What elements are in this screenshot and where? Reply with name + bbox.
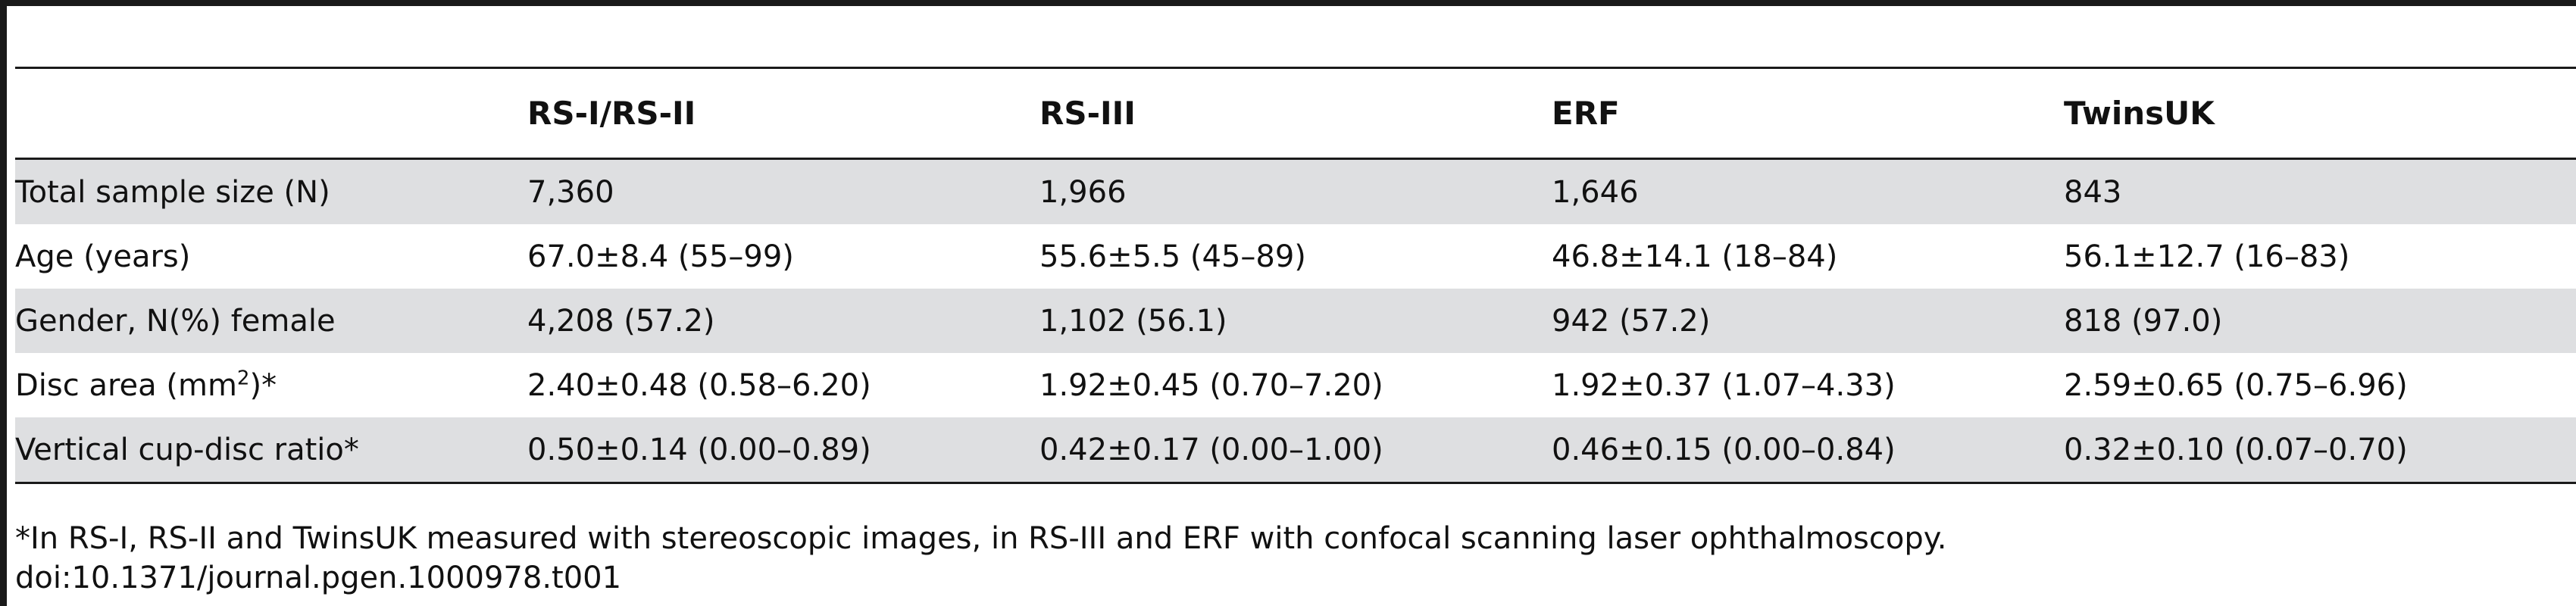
table-cell: 2.40±0.48 (0.58–6.20) <box>527 367 871 403</box>
header-cell-erf: ERF <box>1552 95 1620 132</box>
table-cell: 0.46±0.15 (0.00–0.84) <box>1552 417 2064 483</box>
table-cell: 942 (57.2) <box>1552 289 2064 353</box>
table-footnote: *In RS-I, RS-II and TwinsUK measured wit… <box>15 521 1947 556</box>
header-cell-rs3: RS-III <box>1039 95 1136 132</box>
table-row: Total sample size (N) 7,360 1,966 1,646 … <box>15 158 2576 224</box>
table-row: Disc area (mm2)* 2.40±0.48 (0.58–6.20) 1… <box>15 353 2576 417</box>
table-cell: 818 (97.0) <box>2064 289 2576 353</box>
table-cell: 67.0±8.4 (55–99) <box>527 239 794 274</box>
table-cell: 7,360 <box>527 158 1039 224</box>
row-label: Gender, N(%) female <box>15 289 527 353</box>
table-cell: 1,646 <box>1552 158 2064 224</box>
row-label-suffix: )* <box>249 367 277 403</box>
data-table: RS-I/RS-II RS-III ERF TwinsUK Total samp… <box>15 67 2576 484</box>
header-cell-empty <box>15 68 527 159</box>
table-cell: 55.6±5.5 (45–89) <box>1039 239 1306 274</box>
row-label: Total sample size (N) <box>15 158 527 224</box>
row-label: Vertical cup-disc ratio* <box>15 417 527 483</box>
table-cell: 46.8±14.1 (18–84) <box>1552 239 1838 274</box>
table-cell: 1.92±0.45 (0.70–7.20) <box>1039 367 1383 403</box>
left-border <box>0 0 7 606</box>
table-cell: 843 <box>2064 158 2576 224</box>
doi-link[interactable]: doi:10.1371/journal.pgen.1000978.t001 <box>15 561 622 595</box>
table-cell: 1,102 (56.1) <box>1039 289 1552 353</box>
table-cell: 1.92±0.37 (1.07–4.33) <box>1552 367 1896 403</box>
table-row: Gender, N(%) female 4,208 (57.2) 1,102 (… <box>15 289 2576 353</box>
row-label: Age (years) <box>15 239 191 274</box>
table-cell: 4,208 (57.2) <box>527 289 1039 353</box>
table-cell: 2.59±0.65 (0.75–6.96) <box>2064 367 2408 403</box>
data-table-container: RS-I/RS-II RS-III ERF TwinsUK Total samp… <box>15 67 2576 484</box>
table-row: Vertical cup-disc ratio* 0.50±0.14 (0.00… <box>15 417 2576 483</box>
row-label: Disc area (mm2)* <box>15 353 527 417</box>
header-cell-twinsuk: TwinsUK <box>2064 95 2215 132</box>
row-label-prefix: Disc area (mm <box>15 367 237 403</box>
table-cell: 0.32±0.10 (0.07–0.70) <box>2064 417 2576 483</box>
table-cell: 56.1±12.7 (16–83) <box>2064 239 2350 274</box>
row-label-superscript: 2 <box>236 367 250 390</box>
table-header-row: RS-I/RS-II RS-III ERF TwinsUK <box>15 67 2576 159</box>
table-cell: 1,966 <box>1039 158 1552 224</box>
header-cell-rs1-rs2: RS-I/RS-II <box>527 95 696 132</box>
table-cell: 0.50±0.14 (0.00–0.89) <box>527 417 1039 483</box>
top-rule <box>0 0 2576 6</box>
table-cell: 0.42±0.17 (0.00–1.00) <box>1039 417 1552 483</box>
table-row: Age (years) 67.0±8.4 (55–99) 55.6±5.5 (4… <box>15 224 2576 289</box>
